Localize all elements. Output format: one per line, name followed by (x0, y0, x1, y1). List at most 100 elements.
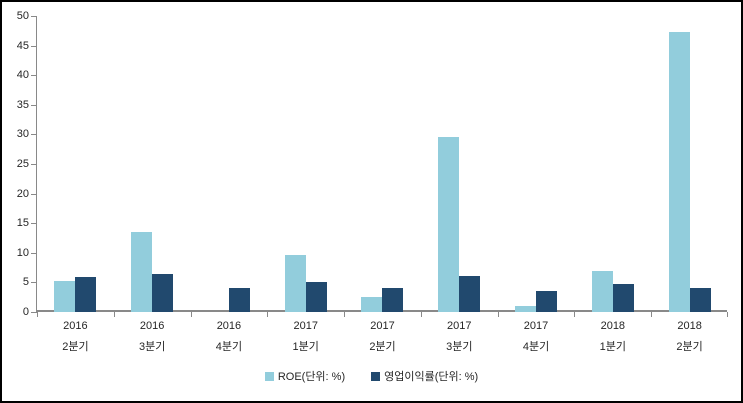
category-quarter: 2분기 (369, 341, 396, 353)
bar-pair (54, 277, 97, 312)
x-axis-tick-mark (113, 312, 115, 317)
y-axis-tick-label: 0 (22, 306, 29, 318)
roe-bar (284, 254, 306, 312)
operating-margin-bar (612, 283, 634, 312)
category-quarter: 4분기 (215, 341, 243, 353)
y-axis-tick-label: 40 (16, 69, 29, 82)
x-axis-category-label: 2016 2분기 (37, 320, 114, 353)
legend-item-roe: ROE(단위: %) (264, 368, 346, 384)
roe-bar (438, 136, 460, 312)
category-quarter: 3분기 (138, 341, 166, 353)
bar-pair (284, 254, 327, 312)
y-axis-tick-label: 35 (16, 98, 29, 111)
bar-group: 2016 4분기 (191, 16, 268, 353)
bar-group: 2016 3분기 (114, 16, 191, 353)
category-year: 2018 (600, 320, 626, 332)
category-quarter: 2분기 (62, 341, 89, 353)
x-axis-category-label: 2017 2분기 (344, 320, 421, 353)
legend-label: ROE(단위: %) (277, 371, 346, 383)
operating-margin-bar (382, 287, 404, 312)
category-year: 2017 (523, 320, 549, 332)
category-quarter: 2분기 (676, 341, 703, 353)
bar-pair (591, 271, 634, 312)
category-year: 2018 (677, 320, 702, 332)
x-axis-tick-mark (651, 312, 653, 317)
y-axis-tick-mark (31, 134, 37, 136)
roe-bar (515, 305, 537, 312)
operating-margin-bar (305, 282, 327, 312)
y-axis-tick-mark (31, 164, 37, 165)
legend: ROE(단위: %) 영업이익률(단위: %) (2, 368, 741, 384)
bar-group: 2017 4분기 (498, 16, 575, 353)
bar-group: 2017 3분기 (421, 16, 498, 353)
y-axis-tick-mark (31, 75, 37, 77)
x-axis-tick-mark (574, 312, 576, 317)
category-quarter: 4분기 (522, 341, 550, 353)
category-quarter: 3분기 (446, 341, 473, 353)
operating-margin-bar (459, 276, 481, 312)
y-axis-tick-mark (31, 16, 37, 17)
roe-bar (131, 232, 153, 312)
operating-margin-bar (152, 273, 174, 312)
bar-group: 2018 2분기 (651, 16, 728, 353)
y-axis-tick-mark (31, 252, 37, 254)
bar-pair (131, 232, 174, 312)
x-axis-category-label: 2018 2분기 (651, 320, 728, 353)
x-axis-category-label: 2017 1분기 (267, 320, 344, 353)
legend-label: 영업이익률(단위: %) (384, 371, 479, 383)
operating-margin-bar (536, 291, 558, 312)
bar-pair (668, 31, 711, 312)
bar-pair (208, 287, 250, 312)
y-axis-tick-mark (31, 45, 37, 47)
legend-swatch-icon (264, 371, 274, 381)
x-axis-category-label: 2016 3분기 (114, 320, 191, 353)
x-axis-tick-mark (727, 312, 728, 317)
y-axis-tick-mark (31, 193, 37, 195)
bar-pair (361, 287, 404, 312)
category-quarter: 1분기 (292, 341, 319, 353)
y-axis-tick-label: 50 (16, 10, 29, 22)
y-axis-tick-mark (31, 223, 37, 225)
x-axis-tick-mark (420, 312, 422, 317)
category-year: 2017 (447, 320, 472, 332)
x-axis-tick-mark (267, 312, 269, 317)
x-axis-tick-mark (344, 312, 346, 317)
legend-item-operating-margin: 영업이익률(단위: %) (371, 368, 478, 384)
category-year: 2017 (370, 320, 395, 332)
category-quarter: 1분기 (599, 341, 626, 353)
roe-bar (591, 271, 613, 312)
y-axis-tick-label: 20 (16, 187, 29, 200)
x-axis-category-label: 2017 3분기 (421, 320, 498, 353)
x-axis-category-label: 2017 4분기 (498, 320, 575, 353)
x-axis-tick-mark (37, 312, 38, 317)
x-axis-tick-mark (497, 312, 499, 317)
y-axis-tick-mark (31, 282, 37, 284)
y-axis-tick-label: 25 (16, 158, 29, 170)
bar-pair (515, 291, 558, 312)
roe-bar (668, 31, 690, 312)
roe-bar (54, 281, 76, 312)
y-axis-tick-mark (31, 312, 37, 313)
category-year: 2016 (63, 320, 88, 332)
x-axis-tick-mark (190, 312, 192, 317)
bar-group: 2018 1분기 (574, 16, 651, 353)
operating-margin-bar (75, 277, 97, 312)
legend-swatch-icon (371, 371, 381, 381)
bar-group: 2017 1분기 (267, 16, 344, 353)
plot-area: 0 5 10 15 20 25 30 35 40 45 50 2016 2분기 2016 3분기 2016 4분… (17, 10, 728, 353)
bar-pair (438, 136, 481, 312)
y-axis-tick-label: 10 (16, 246, 29, 259)
y-axis-tick-mark (31, 104, 37, 106)
operating-margin-bar (228, 287, 250, 312)
operating-margin-bar (689, 287, 711, 312)
bar-group: 2017 2분기 (344, 16, 421, 353)
y-axis-tick-label: 30 (16, 128, 29, 141)
bar-group: 2016 2분기 (37, 16, 114, 353)
roe-bar (361, 297, 383, 312)
y-axis-tick-label: 15 (16, 217, 29, 230)
category-year: 2016 (216, 320, 242, 332)
category-year: 2016 (139, 320, 165, 332)
x-axis-category-label: 2016 4분기 (191, 320, 268, 353)
y-axis-tick-label: 5 (22, 276, 29, 289)
